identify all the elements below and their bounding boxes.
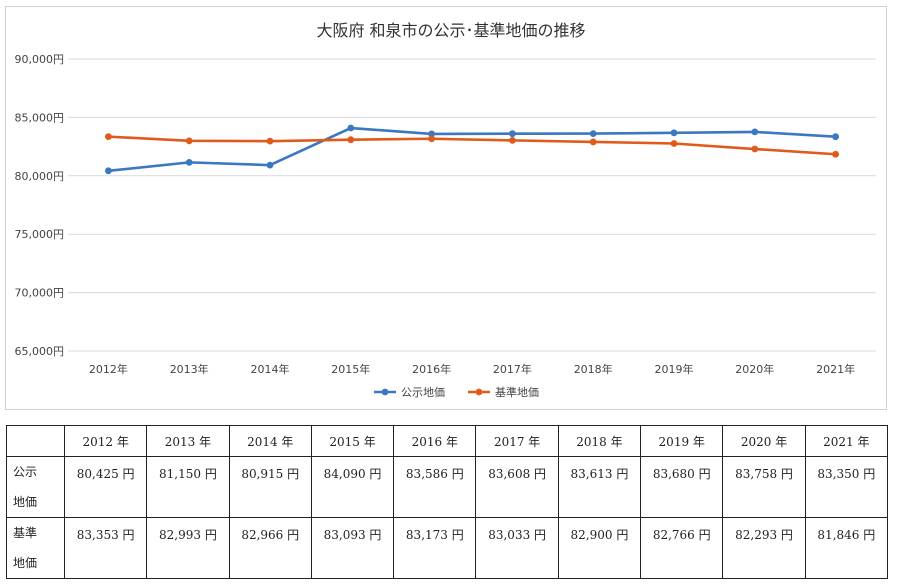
legend: 公示地価 基準地価	[374, 385, 539, 399]
table-cell: 80,425 円	[63, 456, 148, 518]
legend-item: 公示地価	[374, 386, 445, 399]
table-cell: 82,993 円	[146, 517, 230, 579]
x-tick-label: 2015年	[331, 362, 370, 376]
table-body: 公示 地価 80,425 円 81,150 円 80,915 円 84,090 円 83,5…	[6, 456, 889, 579]
data-point	[428, 135, 435, 143]
table-cell: 83,353 円	[63, 517, 148, 579]
row-label: 公示 地価	[6, 456, 65, 518]
y-tick-label: 90,000円	[15, 53, 65, 66]
x-tick-label: 2016年	[412, 362, 451, 376]
data-point	[185, 137, 193, 145]
x-tick-label: 2014年	[251, 362, 290, 376]
y-tick-label: 80,000円	[15, 170, 65, 183]
data-point	[266, 161, 274, 169]
table-row: 基準 地価 83,353 円 82,993 円 82,966 円 83,093 円 83,1…	[6, 517, 889, 579]
x-tick-label: 2018年	[574, 362, 613, 376]
y-tick-label: 85,000円	[15, 111, 65, 124]
table-cell: 83,350 円	[804, 456, 889, 518]
table-cell: 84,090 円	[310, 456, 395, 518]
table-header-cell: 2015 年	[310, 425, 395, 457]
y-tick-label: 70,000円	[15, 287, 65, 300]
table-cell: 81,846 円	[804, 517, 889, 579]
series-1	[105, 124, 839, 175]
data-point	[832, 150, 839, 158]
chart-title: 大阪府 和泉市の公示･基準地価の推移	[316, 21, 585, 40]
table-header-cell: 2020 年	[722, 425, 806, 457]
row-label-line: 公示	[13, 465, 38, 479]
table-cell: 83,758 円	[722, 456, 806, 518]
data-point	[185, 158, 193, 166]
table-header-cell: 2012 年	[63, 425, 148, 457]
row-label-line: 地価	[13, 495, 38, 509]
row-label: 基準 地価	[6, 517, 65, 579]
legend-swatch-marker	[475, 388, 483, 396]
x-tick-label: 2021年	[816, 362, 855, 376]
row-label-line: 基準	[13, 526, 38, 540]
table-header-cell: 2017 年	[475, 425, 559, 457]
data-table: 2012 年 2013 年 2014 年 2015 年 2016 年 2017 年 2018…	[6, 425, 889, 579]
table-cell: 82,293 円	[722, 517, 806, 579]
table-cell: 80,915 円	[228, 456, 312, 518]
series-2	[105, 133, 839, 158]
y-tick-label: 65,000円	[15, 345, 65, 358]
data-point	[589, 130, 597, 138]
table-cell: 83,093 円	[310, 517, 395, 579]
line-chart: 大阪府 和泉市の公示･基準地価の推移 65,000円 70,000円 75,000円…	[15, 21, 876, 399]
y-tick-label: 75,000円	[15, 228, 65, 241]
table-cell: 83,613 円	[557, 456, 642, 518]
legend-label: 公示地価	[401, 386, 445, 399]
table-cell: 82,966 円	[228, 517, 312, 579]
data-point	[105, 167, 112, 175]
table-header-row: 2012 年 2013 年 2014 年 2015 年 2016 年 2017 年 2018…	[6, 425, 889, 457]
data-point	[347, 136, 355, 144]
x-tick-label: 2017年	[493, 362, 532, 376]
table-header-cell: 2018 年	[557, 425, 642, 457]
table-cell: 83,608 円	[475, 456, 559, 518]
data-point	[751, 145, 759, 153]
y-axis-ticks: 65,000円 70,000円 75,000円 80,000円 85,000円 90,00…	[15, 53, 65, 358]
series-layer	[105, 124, 839, 175]
row-label-line: 地価	[13, 556, 38, 570]
data-point	[509, 136, 516, 144]
data-point	[670, 140, 678, 147]
x-tick-label: 2012年	[89, 362, 128, 376]
table-cell: 83,586 円	[393, 456, 477, 518]
grid-layer	[68, 58, 876, 352]
legend-item: 基準地価	[468, 385, 539, 399]
table-cell: 82,766 円	[640, 517, 724, 579]
table-header-cell	[6, 425, 65, 457]
data-point	[347, 124, 355, 132]
data-point	[509, 130, 516, 138]
data-point	[751, 128, 759, 136]
table-row: 公示 地価 80,425 円 81,150 円 80,915 円 84,090 円 83,5…	[6, 456, 889, 518]
table-cell: 83,680 円	[640, 456, 724, 518]
legend-label: 基準地価	[495, 385, 539, 399]
legend-swatch-marker	[381, 388, 389, 396]
data-point	[832, 133, 839, 141]
x-axis-ticks: 2012年 2013年 2014年 2015年 2016年 2017年 2018年 2019年…	[89, 362, 855, 376]
table-cell: 83,173 円	[393, 517, 477, 579]
x-tick-label: 2019年	[655, 362, 694, 376]
series-line	[108, 126, 836, 173]
table-cell: 83,033 円	[475, 517, 559, 579]
x-tick-label: 2013年	[170, 362, 209, 376]
table-header-cell: 2013 年	[146, 425, 230, 457]
table-header-cell: 2021 年	[804, 425, 889, 457]
table-header-cell: 2016 年	[393, 425, 477, 457]
data-point	[589, 138, 597, 146]
table-header-cell: 2014 年	[228, 425, 312, 457]
table-cell: 81,150 円	[146, 456, 230, 518]
data-point	[670, 129, 678, 137]
series-line	[108, 135, 836, 156]
data-point	[266, 137, 274, 145]
data-point	[428, 130, 435, 138]
data-point	[105, 133, 112, 141]
table-cell: 82,900 円	[557, 517, 642, 579]
chart-panel: 大阪府 和泉市の公示･基準地価の推移 65,000円 70,000円 75,000円…	[5, 6, 887, 410]
x-tick-label: 2020年	[735, 362, 774, 376]
table-header-cell: 2019 年	[640, 425, 724, 457]
